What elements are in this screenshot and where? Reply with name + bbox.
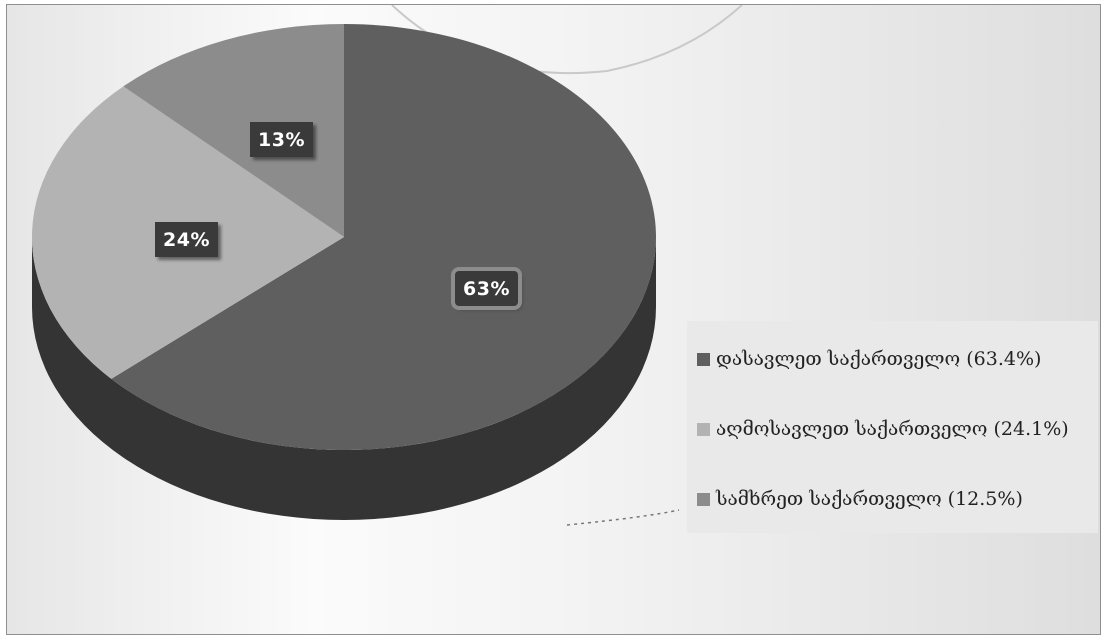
pie-slice-south	[123, 24, 344, 237]
legend-item-east: აღმოსავლეთ საქართველო (24.1%)	[697, 414, 1069, 444]
legend-item-south: სამხრეთ საქართველო (12.5%)	[697, 484, 1023, 514]
data-label-south: 13%	[250, 122, 313, 157]
pie-slice-west	[111, 24, 657, 450]
pie-chart	[31, 5, 743, 526]
legend-swatch-south	[697, 492, 710, 506]
pie-side-west	[32, 237, 656, 520]
legend: დასავლეთ საქართველო (63.4%) აღმოსავლეთ ს…	[687, 321, 1098, 533]
legend-label-east: აღმოსავლეთ საქართველო (24.1%)	[716, 418, 1069, 440]
legend-item-west: დასავლეთ საქართველო (63.4%)	[697, 344, 1041, 374]
pie-depth	[32, 237, 656, 520]
legend-label-south: სამხრეთ საქართველო (12.5%)	[716, 488, 1023, 510]
legend-label-west: დასავლეთ საქართველო (63.4%)	[716, 348, 1042, 370]
pie-slices	[31, 24, 657, 450]
decor-arc-right	[566, 509, 680, 526]
chart-area: 63% 24% 13% დასავლეთ საქართველო (63.4%) …	[6, 4, 1101, 635]
legend-swatch-east	[697, 422, 710, 436]
data-label-west: 63%	[455, 271, 518, 306]
data-label-east: 24%	[155, 222, 218, 257]
legend-swatch-west	[697, 352, 710, 366]
